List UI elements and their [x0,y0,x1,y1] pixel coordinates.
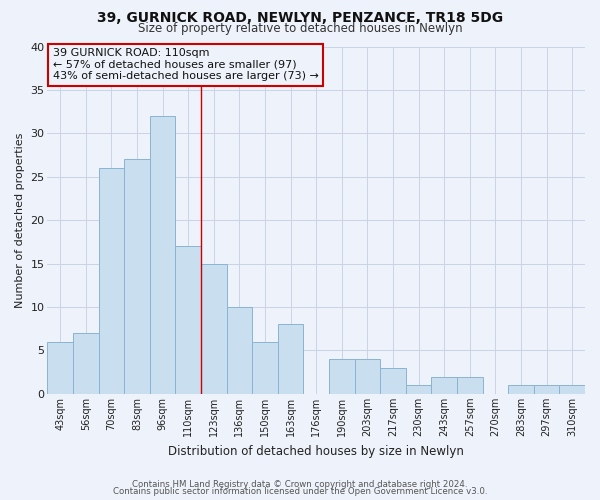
Y-axis label: Number of detached properties: Number of detached properties [15,132,25,308]
Bar [508,385,534,394]
Bar [457,376,482,394]
Bar [47,342,73,394]
Bar [175,246,201,394]
Bar [278,324,304,394]
Text: 39, GURNICK ROAD, NEWLYN, PENZANCE, TR18 5DG: 39, GURNICK ROAD, NEWLYN, PENZANCE, TR18… [97,11,503,25]
Bar [124,160,150,394]
Text: Size of property relative to detached houses in Newlyn: Size of property relative to detached ho… [137,22,463,35]
Text: Contains public sector information licensed under the Open Government Licence v3: Contains public sector information licen… [113,487,487,496]
Bar [534,385,559,394]
Bar [73,333,98,394]
Text: 39 GURNICK ROAD: 110sqm
← 57% of detached houses are smaller (97)
43% of semi-de: 39 GURNICK ROAD: 110sqm ← 57% of detache… [53,48,319,82]
X-axis label: Distribution of detached houses by size in Newlyn: Distribution of detached houses by size … [168,444,464,458]
Bar [431,376,457,394]
Bar [201,264,227,394]
Bar [150,116,175,394]
Bar [406,385,431,394]
Text: Contains HM Land Registry data © Crown copyright and database right 2024.: Contains HM Land Registry data © Crown c… [132,480,468,489]
Bar [380,368,406,394]
Bar [252,342,278,394]
Bar [559,385,585,394]
Bar [355,359,380,394]
Bar [98,168,124,394]
Bar [329,359,355,394]
Bar [227,307,252,394]
